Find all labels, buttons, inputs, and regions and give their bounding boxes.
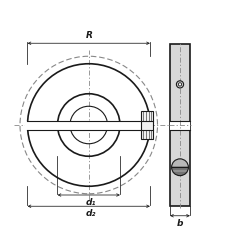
Bar: [141, 111, 153, 139]
Text: d₂: d₂: [86, 210, 97, 218]
Bar: [25, 120, 153, 130]
Circle shape: [178, 83, 182, 86]
Bar: [170, 44, 190, 206]
Circle shape: [172, 159, 188, 176]
Text: b: b: [177, 219, 183, 228]
Bar: [170, 120, 190, 130]
Circle shape: [176, 81, 184, 88]
Text: d₁: d₁: [86, 198, 97, 207]
Text: R: R: [85, 31, 92, 40]
